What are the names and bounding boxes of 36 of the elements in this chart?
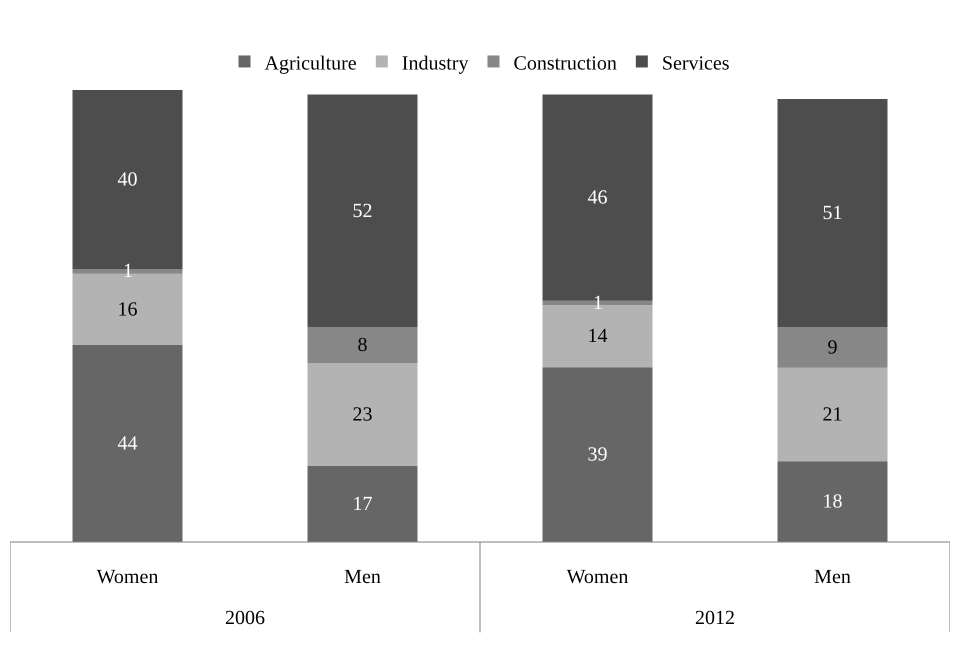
bar [307,94,418,328]
data-label: 17 [352,492,372,515]
data-label: 1 [593,292,603,314]
data-label: 18 [822,490,843,513]
bar [72,345,183,542]
x-tick-label: Women [566,566,628,588]
bar [777,367,888,462]
bar [307,327,418,363]
data-label: 1 [123,260,133,282]
bar [777,327,888,368]
data-label: 14 [588,325,608,348]
data-label: 9 [828,336,838,358]
data-label: 23 [352,403,372,426]
data-label: 52 [352,200,372,222]
data-label: 16 [118,298,138,320]
legend-label: Agriculture [264,52,357,74]
bar [307,362,418,466]
legend-label: Construction [513,52,617,74]
bar [542,367,653,542]
data-label: 44 [118,432,138,455]
data-label: 39 [588,444,608,466]
data-label: 46 [588,186,608,208]
bar [307,466,418,542]
bar [777,461,888,542]
x-tick-label: Men [344,566,381,588]
bar [777,98,888,328]
x-tick-label: Women [96,566,158,588]
x-tick-label: Men [814,566,851,588]
text: 2006 [225,607,265,629]
legend-label: Services [662,52,730,74]
legend-label: Industry [402,52,468,74]
data-label: 21 [822,403,843,426]
data-label: 8 [358,334,368,356]
text: 2012 [695,607,735,629]
data-label: 51 [822,202,843,224]
data-label: 40 [118,168,138,191]
